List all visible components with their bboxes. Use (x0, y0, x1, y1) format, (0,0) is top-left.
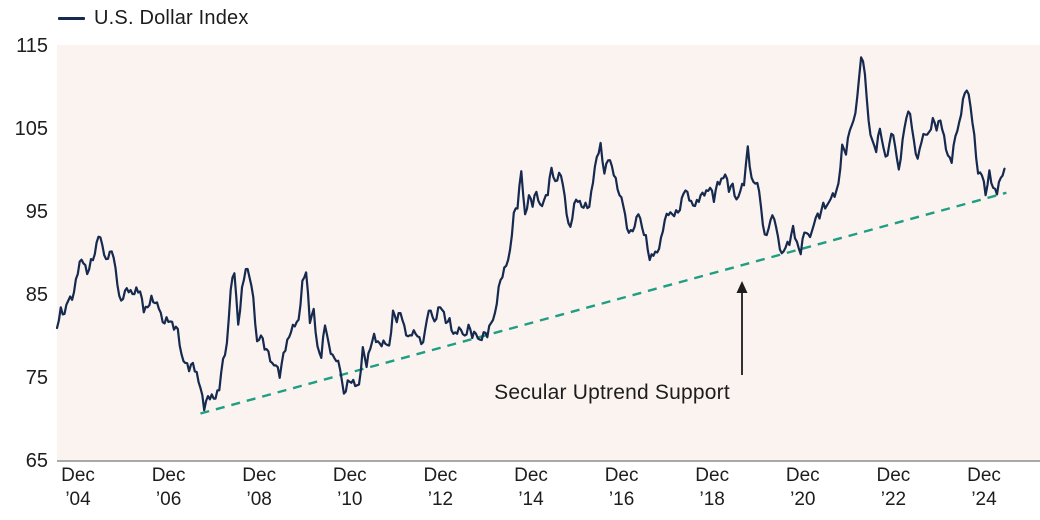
x-tick-label: Dec (242, 465, 276, 486)
x-tick-label: ’06 (156, 489, 181, 510)
legend-line-swatch (58, 17, 85, 20)
x-tick-label: ’10 (337, 489, 362, 510)
x-tick-label: ’16 (609, 489, 634, 510)
x-tick-label: Dec (514, 465, 548, 486)
legend: U.S. Dollar Index (58, 7, 249, 30)
y-tick-label: 95 (26, 201, 48, 223)
price-line (55, 56, 1006, 412)
x-tick-label: Dec (967, 465, 1001, 486)
x-tick-label: Dec (152, 465, 186, 486)
x-tick-label: Dec (605, 465, 639, 486)
support-trendline (200, 191, 1007, 415)
legend-label: U.S. Dollar Index (94, 7, 249, 29)
annotation-arrow-head-icon (736, 281, 748, 293)
x-tick-label: ’04 (65, 489, 91, 510)
x-tick-label: Dec (786, 465, 820, 486)
x-tick-label: ’20 (790, 489, 815, 510)
y-axis-labels: 115 105 95 85 75 65 (15, 35, 48, 472)
x-tick-label: ’18 (700, 489, 725, 510)
x-tick-label: Dec (695, 465, 729, 486)
x-tick-label: ’12 (428, 489, 453, 510)
x-tick-label: ’14 (518, 489, 544, 510)
y-tick-label: 105 (15, 118, 48, 140)
y-tick-label: 75 (26, 367, 48, 389)
y-tick-label: 65 (26, 450, 48, 472)
x-tick-label: Dec (333, 465, 367, 486)
x-tick-label: ’08 (247, 489, 272, 510)
x-axis-labels: Dec ’04 Dec ’06 Dec ’08 Dec ’10 Dec ’12 Dec ’14 Dec ’… (61, 465, 1001, 510)
annotation-label: Secular Uptrend Support (494, 381, 730, 404)
x-tick-label: ’24 (971, 489, 997, 510)
y-tick-label: 115 (16, 35, 48, 57)
y-tick-label: 85 (26, 284, 48, 306)
x-tick-label: Dec (877, 465, 911, 486)
x-tick-label: Dec (61, 465, 95, 486)
plot-area-background (57, 45, 1040, 461)
x-tick-label: ’22 (881, 489, 906, 510)
x-tick-label: Dec (424, 465, 458, 486)
